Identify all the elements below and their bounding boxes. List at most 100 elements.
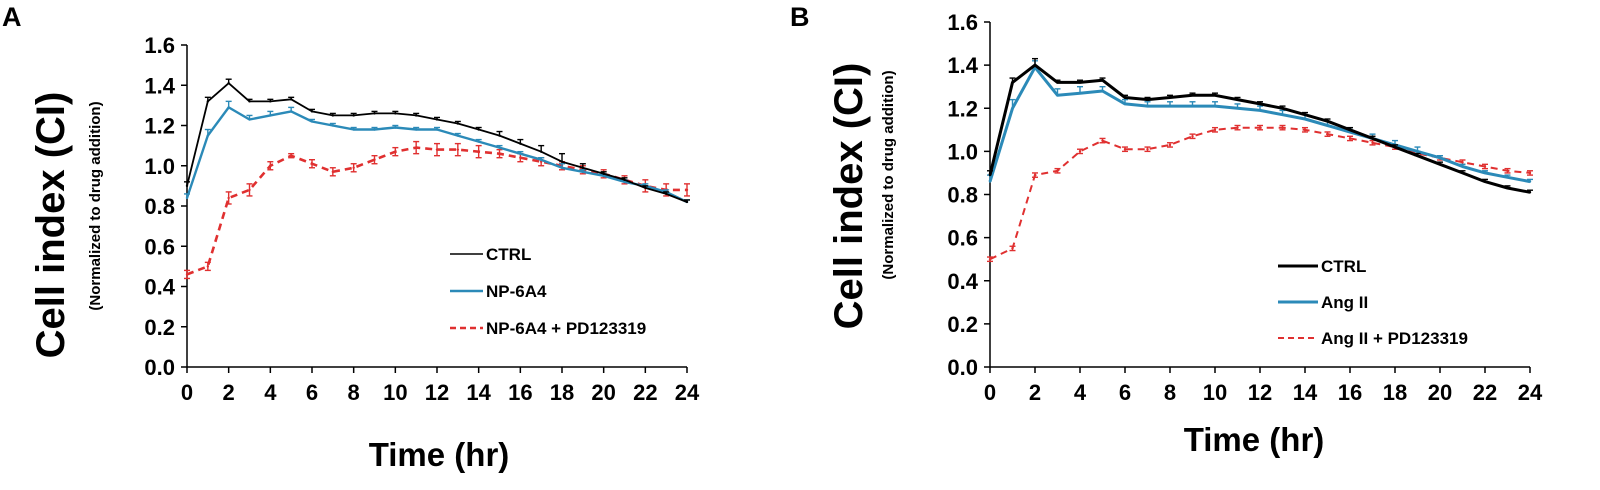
x-tick-label-a: 4 — [264, 380, 277, 405]
data-point — [1438, 156, 1442, 160]
data-point — [685, 188, 689, 192]
data-point — [477, 140, 480, 143]
x-tick-label-a: 8 — [348, 380, 360, 405]
panel-b: B Cell index (CI) (Normalized to drug ad… — [790, 2, 1543, 458]
data-point — [1033, 173, 1037, 177]
data-point — [1011, 81, 1014, 84]
data-point — [352, 114, 355, 117]
legend-label: CTRL — [1321, 257, 1366, 276]
data-point — [1123, 102, 1127, 106]
data-point — [1078, 150, 1082, 153]
data-point — [456, 134, 460, 137]
data-point — [1416, 154, 1419, 157]
data-point — [310, 162, 314, 165]
data-point — [1303, 113, 1307, 116]
data-point — [373, 158, 376, 161]
data-point — [1101, 79, 1104, 82]
data-point — [1348, 137, 1352, 140]
data-point — [1056, 169, 1059, 172]
data-point — [1078, 81, 1082, 84]
data-point — [185, 196, 189, 200]
x-axis-title-b: Time (hr) — [1184, 421, 1325, 458]
data-point — [623, 180, 626, 184]
y-tick-label-b: 1.2 — [947, 96, 978, 121]
y-axis-title-b: Cell index (CI) — [827, 63, 871, 330]
data-point — [1236, 107, 1239, 110]
data-point — [269, 114, 272, 117]
data-point — [248, 118, 251, 121]
x-tick-label-a: 6 — [306, 380, 318, 405]
data-point — [269, 100, 272, 103]
y-tick-label-a: 0.4 — [144, 275, 175, 300]
x-tick-label-b: 8 — [1164, 380, 1176, 405]
data-point — [477, 128, 480, 131]
series-a-np-6a4 — [184, 100, 690, 204]
data-point — [1371, 141, 1374, 144]
x-tick-label-b: 2 — [1029, 380, 1041, 405]
data-point — [185, 184, 189, 188]
data-point — [435, 118, 439, 121]
data-point — [1146, 98, 1149, 101]
y-tick-label-a: 0.6 — [144, 234, 175, 259]
panel-a: A Cell index (CI) (Normalized to drug ad… — [2, 2, 700, 473]
data-point — [1011, 107, 1014, 110]
data-point — [1191, 135, 1194, 138]
data-point — [988, 180, 992, 183]
data-point — [310, 110, 314, 113]
x-tick-label-a: 2 — [223, 380, 235, 405]
data-point — [394, 150, 397, 153]
data-point — [414, 114, 418, 117]
x-tick-label-b: 14 — [1293, 380, 1318, 405]
data-point — [1033, 63, 1037, 67]
data-point — [1056, 94, 1059, 97]
data-point — [988, 173, 992, 177]
data-point — [1168, 104, 1172, 108]
data-point — [1258, 109, 1262, 112]
data-point — [1213, 94, 1217, 97]
legend-a: CTRL NP-6A4 NP-6A4 + PD123319 — [450, 245, 646, 338]
data-point — [1326, 119, 1329, 123]
y-axis-title-a: Cell index (CI) — [29, 92, 73, 359]
data-point — [1528, 171, 1532, 175]
data-point — [519, 152, 522, 155]
data-point — [269, 164, 272, 167]
data-point — [1506, 169, 1509, 172]
legend-label: CTRL — [486, 245, 531, 264]
data-point — [352, 128, 355, 131]
data-point — [498, 146, 501, 149]
x-tick-label-a: 18 — [550, 380, 574, 405]
data-point — [248, 188, 251, 192]
data-point — [435, 128, 439, 131]
x-tick-label-a: 10 — [383, 380, 407, 405]
data-point — [498, 152, 501, 155]
data-point — [1393, 145, 1397, 149]
x-tick-label-b: 0 — [984, 380, 996, 405]
data-point — [1123, 148, 1127, 151]
data-point — [498, 134, 501, 137]
data-point — [1168, 143, 1172, 147]
series-a-np-6a4-pd123319 — [184, 140, 690, 280]
y-tick-label-b: 0.0 — [947, 355, 978, 380]
data-point — [644, 186, 647, 190]
y-tick-label-b: 1.4 — [947, 53, 978, 78]
x-tick-label-a: 22 — [633, 380, 657, 405]
panel-letter-b: B — [790, 2, 810, 32]
data-point — [414, 146, 418, 149]
data-point — [1326, 124, 1329, 127]
data-point — [206, 134, 210, 137]
x-tick-label-b: 20 — [1428, 380, 1452, 405]
series-b-ang-ii-pd123319 — [987, 124, 1533, 263]
y-tick-label-b: 0.4 — [947, 269, 978, 294]
data-point — [1213, 128, 1217, 132]
data-point — [1056, 81, 1059, 84]
data-point — [1101, 89, 1104, 93]
data-point — [1483, 180, 1487, 183]
x-tick-label-b: 12 — [1248, 380, 1272, 405]
series-a-ctrl — [184, 78, 690, 204]
data-point — [1506, 176, 1509, 179]
data-point — [435, 148, 439, 151]
data-point — [1146, 148, 1149, 151]
data-point — [331, 114, 335, 117]
data-point — [1281, 126, 1284, 129]
y-tick-label-b: 1.0 — [947, 139, 978, 164]
